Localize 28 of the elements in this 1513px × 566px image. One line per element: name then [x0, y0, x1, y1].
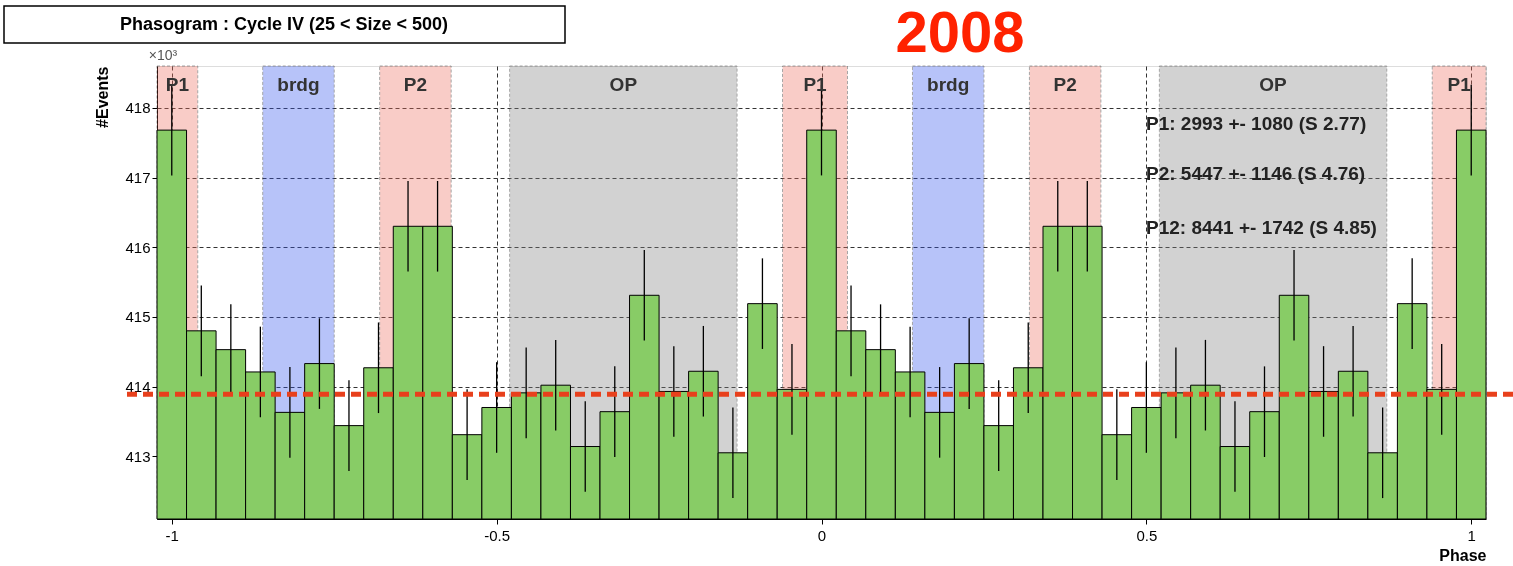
band-label: brdg: [927, 74, 970, 95]
annotation: P1: 2993 +- 1080 (S 2.77): [1146, 113, 1367, 134]
annotation: P2: 5447 +- 1146 (S 4.76): [1146, 163, 1366, 184]
x-tick-label: 0.5: [1136, 526, 1158, 544]
annotation: P12: 8441 +- 1742 (S 4.85): [1146, 217, 1377, 238]
y-tick-label: 414: [125, 378, 151, 396]
y-tick-label: 417: [125, 169, 151, 187]
y-tick-label: 413: [125, 447, 151, 465]
band-label: P1: [165, 74, 190, 95]
x-tick-label: 0: [817, 526, 827, 544]
band-label: P1: [803, 74, 828, 95]
x-axis-title: Phase: [1439, 546, 1487, 564]
band-label: brdg: [277, 74, 320, 95]
band-label: OP: [609, 74, 638, 95]
x-tick-label: 1: [1467, 526, 1476, 544]
text: ×10³: [148, 47, 178, 63]
y-tick-label: 416: [125, 238, 151, 256]
band-label: P2: [403, 74, 428, 95]
y-tick-label: 415: [125, 308, 151, 326]
text: 2008: [895, 0, 1025, 64]
chart-title: Phasogram : Cycle IV (25 < Size < 500): [119, 14, 449, 34]
x-tick-label: -0.5: [484, 526, 511, 544]
band-label: P1: [1447, 74, 1472, 95]
x-tick-label: -1: [165, 526, 179, 544]
y-tick-label: 418: [125, 99, 151, 117]
y-axis-title: #Events: [94, 66, 112, 128]
band-label: OP: [1259, 74, 1288, 95]
band-label: P2: [1053, 74, 1077, 95]
